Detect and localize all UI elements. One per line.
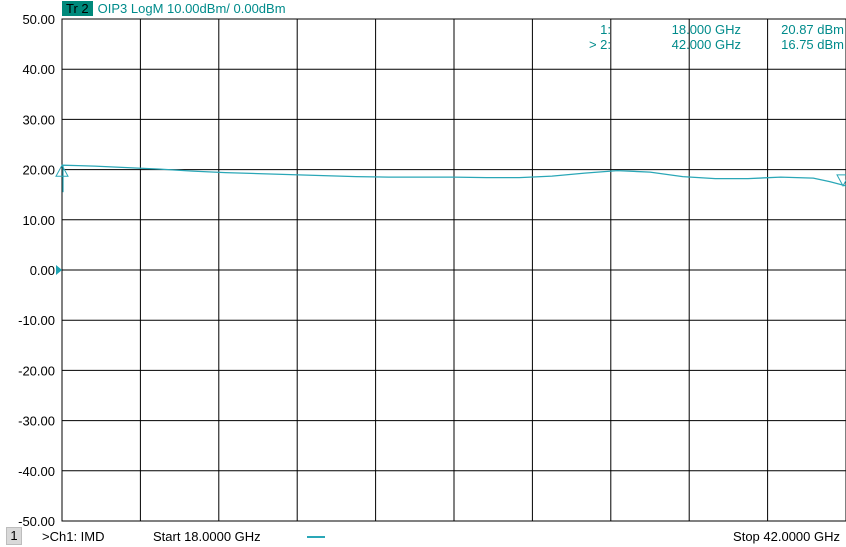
trace-legend-line (307, 536, 325, 538)
marker-frequency: 42.000 GHz (672, 37, 741, 52)
marker-id: > 2: (589, 37, 611, 52)
y-tick-label: 10.00 (22, 213, 55, 228)
channel-number-button[interactable]: 1 (6, 527, 22, 545)
y-tick-label: 20.00 (22, 163, 55, 178)
grid (62, 19, 846, 521)
y-tick-label: 40.00 (22, 62, 55, 77)
y-tick-label: 30.00 (22, 112, 55, 127)
marker-2-icon[interactable] (836, 174, 846, 187)
trace-line (61, 164, 846, 187)
y-tick-label: -40.00 (18, 464, 55, 479)
start-frequency[interactable]: Start 18.0000 GHz (153, 529, 261, 544)
trace-header: Tr 2 OIP3 LogM 10.00dBm/ 0.00dBm (62, 1, 286, 16)
marker-value: 16.75 dBm (781, 37, 844, 52)
marker-readouts: 1: 18.000 GHz 20.87 dBm > 2: 42.000 GHz 16.75… (589, 22, 844, 52)
y-tick-label: -30.00 (18, 414, 55, 429)
y-tick-label: -20.00 (18, 363, 55, 378)
series-layer (55, 164, 846, 193)
y-tick-label: -50.00 (18, 514, 55, 529)
marker-1-icon[interactable] (55, 164, 69, 177)
stop-frequency[interactable]: Stop 42.0000 GHz (733, 529, 840, 544)
status-footer: 1 >Ch1: IMD Start 18.0000 GHz Stop 42.00… (0, 525, 846, 547)
y-tick-label: 50.00 (22, 12, 55, 27)
marker-id: 1: (600, 22, 611, 37)
reference-level-marker-icon[interactable] (56, 265, 62, 275)
marker-frequency: 18.000 GHz (672, 22, 741, 37)
y-tick-label: -10.00 (18, 313, 55, 328)
marker-value: 20.87 dBm (781, 22, 844, 37)
y-tick-label: 0.00 (30, 263, 55, 278)
channel-label: >Ch1: IMD (42, 529, 105, 544)
trace-badge[interactable]: Tr 2 (62, 1, 93, 16)
trace-title: OIP3 LogM 10.00dBm/ 0.00dBm (97, 1, 286, 16)
y-tick-labels: 50.00 40.00 30.00 20.00 10.00 0.00 -10.00 -20.0… (18, 12, 62, 529)
